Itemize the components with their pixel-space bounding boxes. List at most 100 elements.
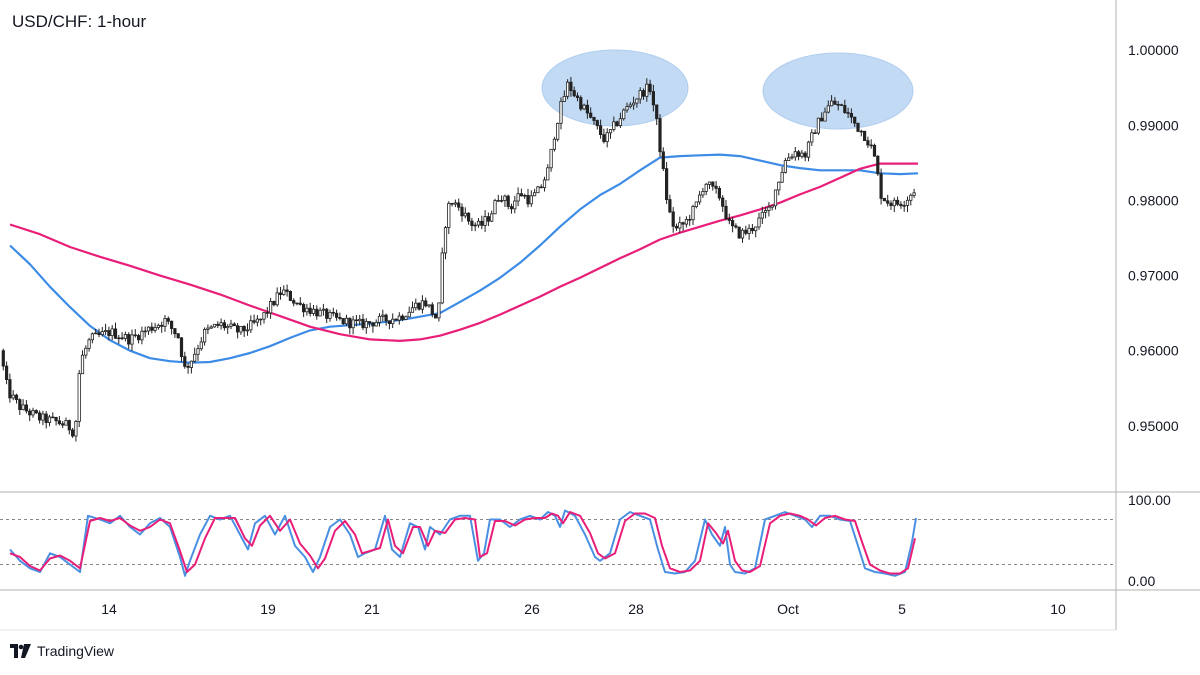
candle	[437, 302, 441, 322]
candle	[74, 419, 78, 442]
candle	[136, 333, 141, 344]
candle	[229, 319, 233, 330]
candle-body	[820, 117, 824, 122]
candle	[61, 421, 65, 428]
price-tick-label: 0.96000	[1128, 343, 1179, 359]
candle	[790, 153, 794, 160]
candle	[589, 107, 593, 119]
candle-body	[117, 337, 121, 340]
candle-body	[61, 423, 65, 426]
candle-body	[424, 300, 428, 307]
candle-body	[889, 202, 893, 206]
candle-body	[688, 218, 692, 221]
candle-body	[615, 121, 619, 127]
candle-body	[361, 318, 365, 329]
candle-body	[354, 319, 359, 322]
candle-body	[790, 156, 794, 159]
candle	[496, 194, 500, 202]
candle-body	[734, 225, 738, 228]
candle-body	[252, 320, 256, 323]
candle-body	[47, 416, 52, 423]
candle	[747, 224, 751, 240]
candle-body	[272, 300, 276, 306]
candle-body	[523, 194, 527, 197]
time-tick-label: 19	[260, 601, 276, 617]
candle	[371, 321, 375, 333]
candle	[701, 187, 705, 198]
candle	[97, 328, 101, 338]
time-tick-label: 5	[898, 601, 906, 617]
candle-body	[727, 218, 731, 221]
candle-body	[232, 323, 236, 327]
candle-body	[410, 307, 415, 313]
candle	[463, 207, 467, 219]
candle-body	[466, 212, 471, 222]
candle	[308, 302, 312, 317]
candle-body	[222, 322, 226, 329]
candle-body	[628, 104, 632, 108]
candle-body	[268, 300, 273, 314]
candle	[684, 216, 689, 228]
candle	[740, 228, 745, 243]
candle-body	[394, 318, 398, 321]
candle-body	[737, 226, 741, 239]
candle-body	[572, 90, 576, 97]
candle	[94, 328, 98, 335]
candle-body	[797, 151, 801, 157]
candle	[486, 212, 491, 226]
candle	[216, 321, 220, 329]
candle-body	[470, 220, 474, 227]
candle-body	[127, 334, 131, 345]
tradingview-brand[interactable]: TradingView	[10, 643, 114, 659]
candle	[810, 129, 814, 146]
time-tick-label: 21	[364, 601, 380, 617]
candle-body	[120, 337, 124, 340]
candle	[38, 410, 42, 424]
candle-body	[143, 330, 147, 333]
candle	[503, 194, 507, 207]
candle-body	[760, 211, 764, 219]
candle-body	[427, 304, 431, 307]
candle-body	[823, 111, 827, 122]
candle-body	[632, 102, 636, 106]
candle-body	[519, 193, 524, 197]
candle-body	[430, 304, 434, 315]
candle	[367, 321, 372, 328]
candle	[896, 196, 900, 207]
candle-body	[315, 308, 319, 317]
candle-body	[641, 90, 646, 97]
candle	[417, 302, 421, 311]
candle	[879, 168, 883, 205]
candle	[272, 300, 276, 307]
candle	[364, 318, 368, 334]
candle-body	[437, 302, 441, 319]
second-top-highlight	[762, 52, 914, 130]
candle-body	[107, 330, 111, 336]
candle	[143, 326, 147, 338]
candle-body	[14, 394, 19, 401]
candle	[57, 416, 62, 426]
candle	[420, 295, 425, 314]
brand-name: TradingView	[37, 643, 115, 659]
candle	[688, 214, 692, 226]
candle	[803, 151, 807, 162]
candle-body	[71, 429, 75, 437]
candle-body	[74, 420, 78, 437]
candle-body	[433, 313, 438, 319]
candle	[255, 315, 260, 327]
candle	[318, 307, 322, 317]
candle	[843, 99, 847, 114]
candle-body	[295, 302, 299, 305]
candle-body	[338, 316, 342, 319]
candle	[559, 97, 563, 130]
candle	[460, 203, 464, 222]
candle	[51, 412, 55, 419]
candle-body	[140, 330, 144, 341]
candle	[31, 407, 35, 418]
highlight-layer	[541, 49, 914, 130]
candle	[513, 195, 517, 214]
candle-body	[496, 200, 500, 202]
candle-body	[516, 193, 520, 202]
candle	[912, 188, 916, 198]
candle	[892, 197, 896, 213]
